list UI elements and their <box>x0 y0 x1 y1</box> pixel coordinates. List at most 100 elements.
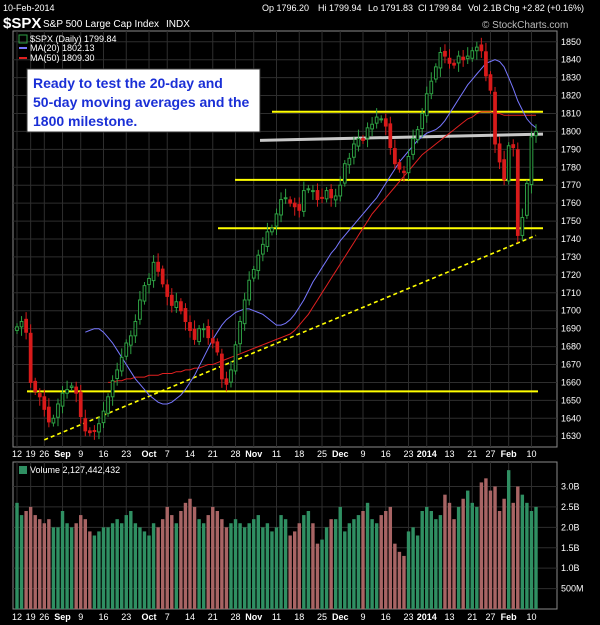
candle <box>438 47 443 77</box>
volume-bar <box>211 506 215 609</box>
candle <box>169 288 174 313</box>
header-change: Chg +2.82 (+0.16%) <box>503 3 584 13</box>
volume-bar <box>101 527 106 609</box>
candle <box>311 185 315 200</box>
price-tick-label: 1800 <box>561 126 581 136</box>
price-tick-label: 1640 <box>561 413 581 423</box>
volume-bar <box>447 502 452 609</box>
x-tick-label: 11 <box>272 449 281 459</box>
candle <box>119 348 124 377</box>
candle <box>165 279 170 306</box>
volume-bar <box>120 523 124 609</box>
volume-bars <box>15 470 538 609</box>
volume-bar <box>56 527 60 609</box>
candle <box>497 136 502 170</box>
candle <box>502 150 506 186</box>
x-tick-label-bottom: 7 <box>165 612 170 622</box>
candle <box>333 188 338 208</box>
x-tick-label-bottom: 16 <box>98 612 108 622</box>
candle <box>393 139 397 170</box>
volume-bar <box>420 511 424 609</box>
x-tick-label: 18 <box>294 449 304 459</box>
volume-bar <box>488 490 493 609</box>
price-tick-label: 1760 <box>561 198 581 208</box>
candle <box>160 265 165 288</box>
candle <box>292 197 297 216</box>
volume-bar <box>224 527 229 609</box>
candle <box>97 416 101 440</box>
candle <box>142 282 147 305</box>
x-tick-label: Oct <box>142 449 157 459</box>
annotation-line-1: Ready to test the 20-day and <box>33 75 223 91</box>
x-tick-label: 13 <box>444 449 454 459</box>
ma50-line <box>108 111 536 383</box>
candle <box>365 122 370 148</box>
candle <box>37 388 42 406</box>
price-tick-label: 1660 <box>561 377 581 387</box>
annotation-text: Ready to test the 20-day and 50-day movi… <box>33 75 253 129</box>
candle <box>147 273 151 294</box>
volume-bar <box>479 482 484 609</box>
candle <box>78 384 83 424</box>
volume-bar <box>242 527 247 609</box>
candle <box>379 115 384 123</box>
volume-bar <box>520 494 525 609</box>
candle <box>151 255 156 288</box>
volume-bar <box>425 506 429 609</box>
volume-bar <box>302 515 306 609</box>
volume-bar <box>497 511 502 609</box>
volume-bar <box>106 527 110 609</box>
x-tick-label: 16 <box>381 449 391 459</box>
volume-bar <box>147 535 151 609</box>
volume-bar <box>356 515 361 609</box>
candle <box>251 265 256 282</box>
candle <box>429 72 434 100</box>
volume-bar <box>24 511 28 609</box>
candle <box>220 348 224 388</box>
x-tick-label-bottom: 11 <box>272 612 281 622</box>
x-tick-label: 9 <box>78 449 83 459</box>
candle <box>197 325 201 346</box>
candle <box>19 316 24 336</box>
volume-bar <box>60 511 65 609</box>
candle <box>493 86 497 153</box>
x-tick-label: Nov <box>245 449 262 459</box>
candle <box>320 188 324 204</box>
header-high: Hi 1799.94 <box>318 3 362 13</box>
candle <box>265 222 270 252</box>
price-tick-label: 1820 <box>561 91 581 101</box>
x-tick-label-bottom: 12 <box>12 612 22 622</box>
volume-bar <box>365 502 370 609</box>
x-tick-label: Sep <box>54 449 71 459</box>
volume-bar <box>384 511 388 609</box>
chart-symbol: $SPX <box>3 15 41 32</box>
price-tick-label: 1700 <box>561 306 581 316</box>
volume-bar <box>406 531 411 609</box>
chart-index-name: S&P 500 Large Cap Index <box>43 19 159 30</box>
candle <box>415 126 420 144</box>
volume-bar <box>229 523 233 609</box>
volume-bar <box>320 539 324 609</box>
candle <box>260 237 265 262</box>
volume-bar <box>88 531 92 609</box>
candle <box>352 136 356 165</box>
x-tick-label: Dec <box>332 449 349 459</box>
volume-bar <box>42 523 47 609</box>
volume-bar <box>165 506 169 609</box>
volume-bar <box>324 527 329 609</box>
volume-bar <box>279 515 283 609</box>
volume-bar <box>429 511 433 609</box>
candle <box>424 86 429 123</box>
candle <box>274 208 279 236</box>
candle <box>51 414 56 427</box>
volume-bar <box>215 511 220 609</box>
x-tick-label: 25 <box>317 449 327 459</box>
candle <box>24 312 28 340</box>
watermark: © StockCharts.com <box>482 20 568 31</box>
volume-bar <box>110 523 115 609</box>
candle <box>110 375 115 406</box>
x-axis-bottom: 12 19 26 Sep 9 16 23 Oct 7 14 21 28 Nov 11 18 25 Dec 9 16 2… <box>12 612 536 622</box>
candle <box>33 377 38 395</box>
volume-bar <box>51 527 56 609</box>
volume-bar <box>461 498 465 609</box>
